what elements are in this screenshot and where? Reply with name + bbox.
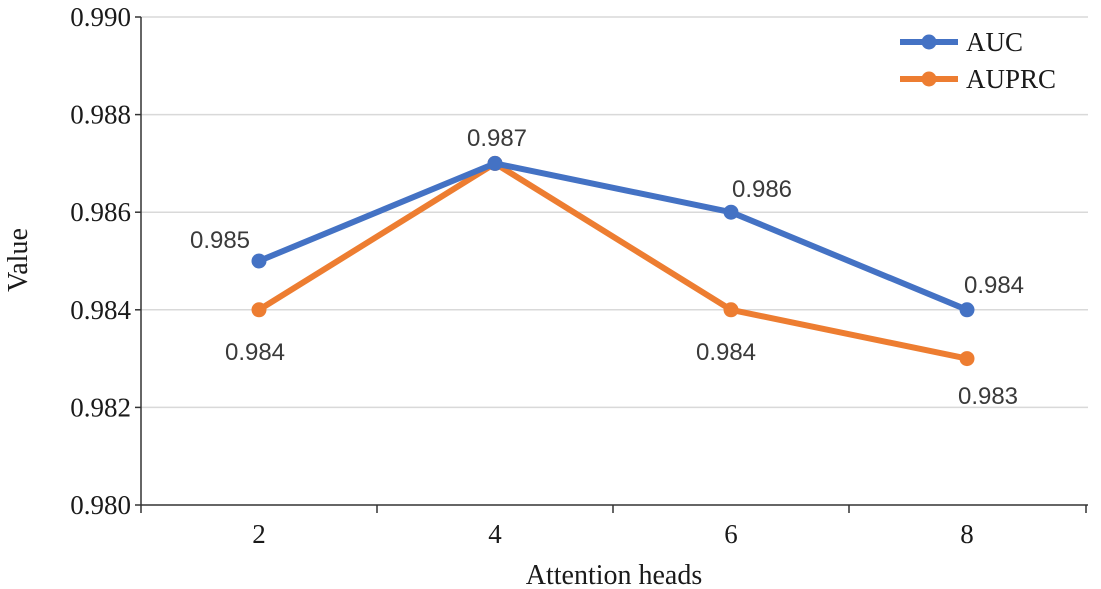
y-tick-label: 0.982 [70, 392, 131, 422]
grid-lines [141, 16, 1088, 409]
data-point-auc [959, 302, 975, 318]
y-tick-label: 0.984 [70, 295, 131, 325]
series-line-auprc [256, 160, 970, 362]
axes: 0.980 0.982 0.984 0.986 0.988 0.990 2 4 6 8 [70, 2, 1088, 549]
data-point-auprc [723, 302, 739, 318]
series [251, 155, 975, 367]
data-point-auc [723, 204, 739, 220]
y-tick-label: 0.980 [70, 490, 131, 520]
data-point-auprc [959, 351, 975, 367]
legend-marker-auprc [921, 71, 937, 87]
data-label-auc: 0.984 [964, 272, 1024, 299]
data-label-auc: 0.987 [467, 125, 527, 152]
data-label-auprc: 0.984 [696, 339, 756, 366]
x-tick-label: 4 [488, 519, 502, 549]
legend-label-auprc: AUPRC [966, 64, 1056, 94]
series-line-auc [256, 160, 970, 313]
x-tick-label: 6 [724, 519, 738, 549]
x-tick-label: 8 [960, 519, 974, 549]
legend-label-auc: AUC [966, 27, 1023, 57]
y-tick-label: 0.986 [70, 197, 131, 227]
data-label-auc: 0.986 [732, 176, 792, 203]
data-label-auc: 0.985 [190, 227, 250, 254]
legend: AUC AUPRC [900, 27, 1056, 94]
data-point-auprc [251, 302, 267, 318]
data-label-auprc: 0.983 [958, 383, 1018, 410]
y-tick-label: 0.988 [70, 100, 131, 130]
data-point-auc [251, 253, 267, 269]
x-axis-title: Attention heads [526, 560, 703, 589]
legend-marker-auc [921, 34, 937, 50]
y-axis-title: Value [3, 228, 34, 292]
y-tick-label: 0.990 [70, 2, 131, 32]
data-labels: 0.985 0.987 0.986 0.984 0.984 0.984 0.983 [190, 125, 1024, 410]
data-label-auprc: 0.984 [225, 339, 285, 366]
x-tick-label: 2 [252, 519, 266, 549]
data-point-auc [487, 155, 503, 171]
